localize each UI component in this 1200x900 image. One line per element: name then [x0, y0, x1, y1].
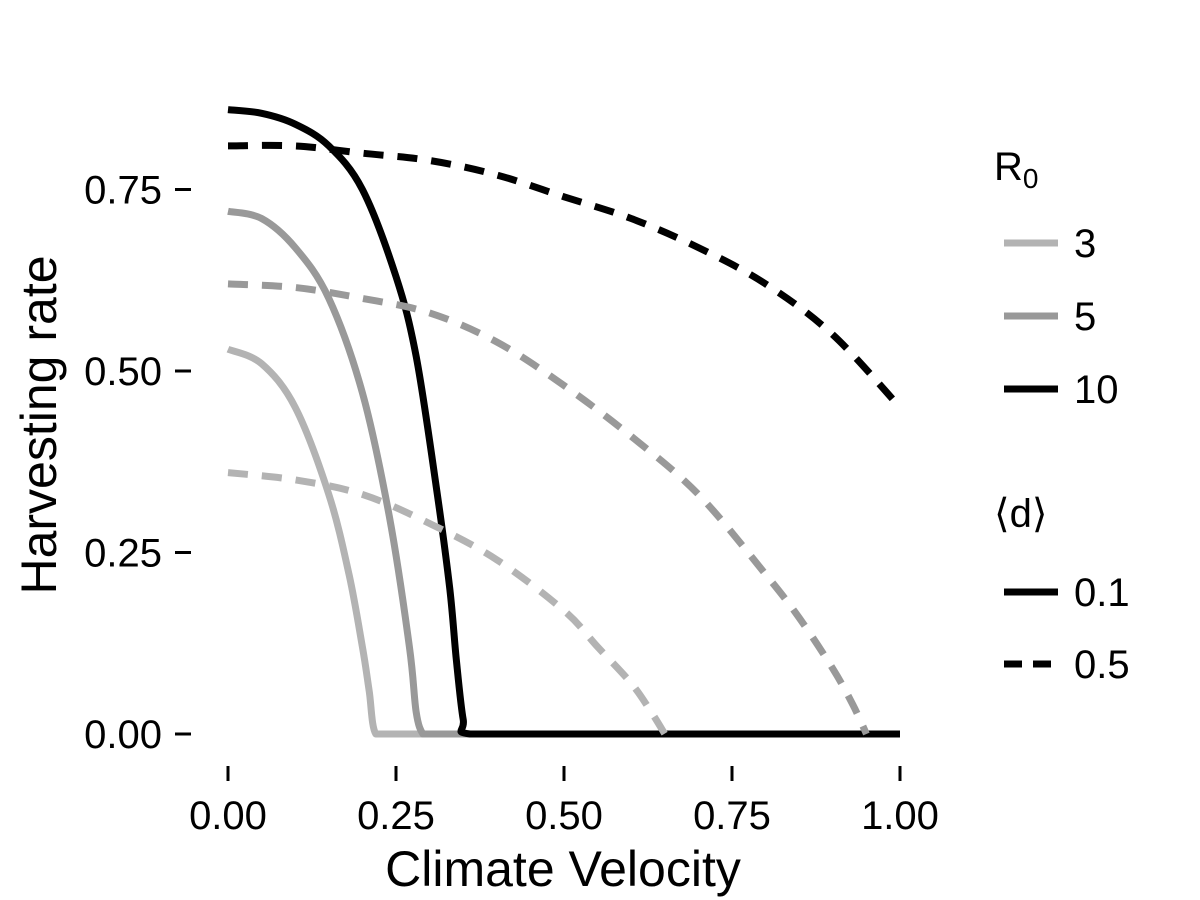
- y-tick-label: 0.75: [84, 169, 162, 213]
- y-tick-label: 0.00: [84, 713, 162, 757]
- legend-title-r0: R0: [994, 145, 1038, 194]
- plot-area: [226, 106, 903, 738]
- x-tick-label: 0.25: [357, 794, 435, 838]
- series-line-r3-d05: [227, 469, 668, 736]
- y-axis: 0.00 0.25 0.50 0.75: [84, 169, 191, 757]
- legend-label-r0-3: 3: [1074, 222, 1096, 266]
- legend-label-d-05: 0.5: [1074, 643, 1130, 687]
- y-tick-label: 0.50: [84, 350, 162, 394]
- x-axis: 0.00 0.25 0.50 0.75 1.00: [189, 766, 939, 838]
- x-tick-label: 0.75: [693, 794, 771, 838]
- series-line-r5-d01: [227, 207, 564, 738]
- y-tick-label: 0.25: [84, 532, 162, 576]
- legend-label-r0-5: 5: [1074, 295, 1096, 339]
- x-tick-label: 0.00: [189, 794, 267, 838]
- series-line-r5-d05: [227, 280, 870, 736]
- x-axis-title: Climate Velocity: [385, 841, 741, 897]
- legend-label-d-01: 0.1: [1074, 571, 1130, 615]
- legend-title-subscript: 0: [1023, 163, 1039, 194]
- x-tick-label: 1.00: [861, 794, 939, 838]
- legend-title-d: ⟨d⟩: [994, 492, 1047, 536]
- series-line-r10-d01: [227, 106, 900, 738]
- y-axis-title: Harvesting rate: [11, 255, 67, 594]
- x-tick-label: 0.50: [525, 794, 603, 838]
- legend-label-r0-10: 10: [1074, 368, 1119, 412]
- series-line-r10-d05: [227, 141, 903, 410]
- legend: R0 3 5 10 ⟨d⟩ 0.1 0.5: [994, 145, 1130, 687]
